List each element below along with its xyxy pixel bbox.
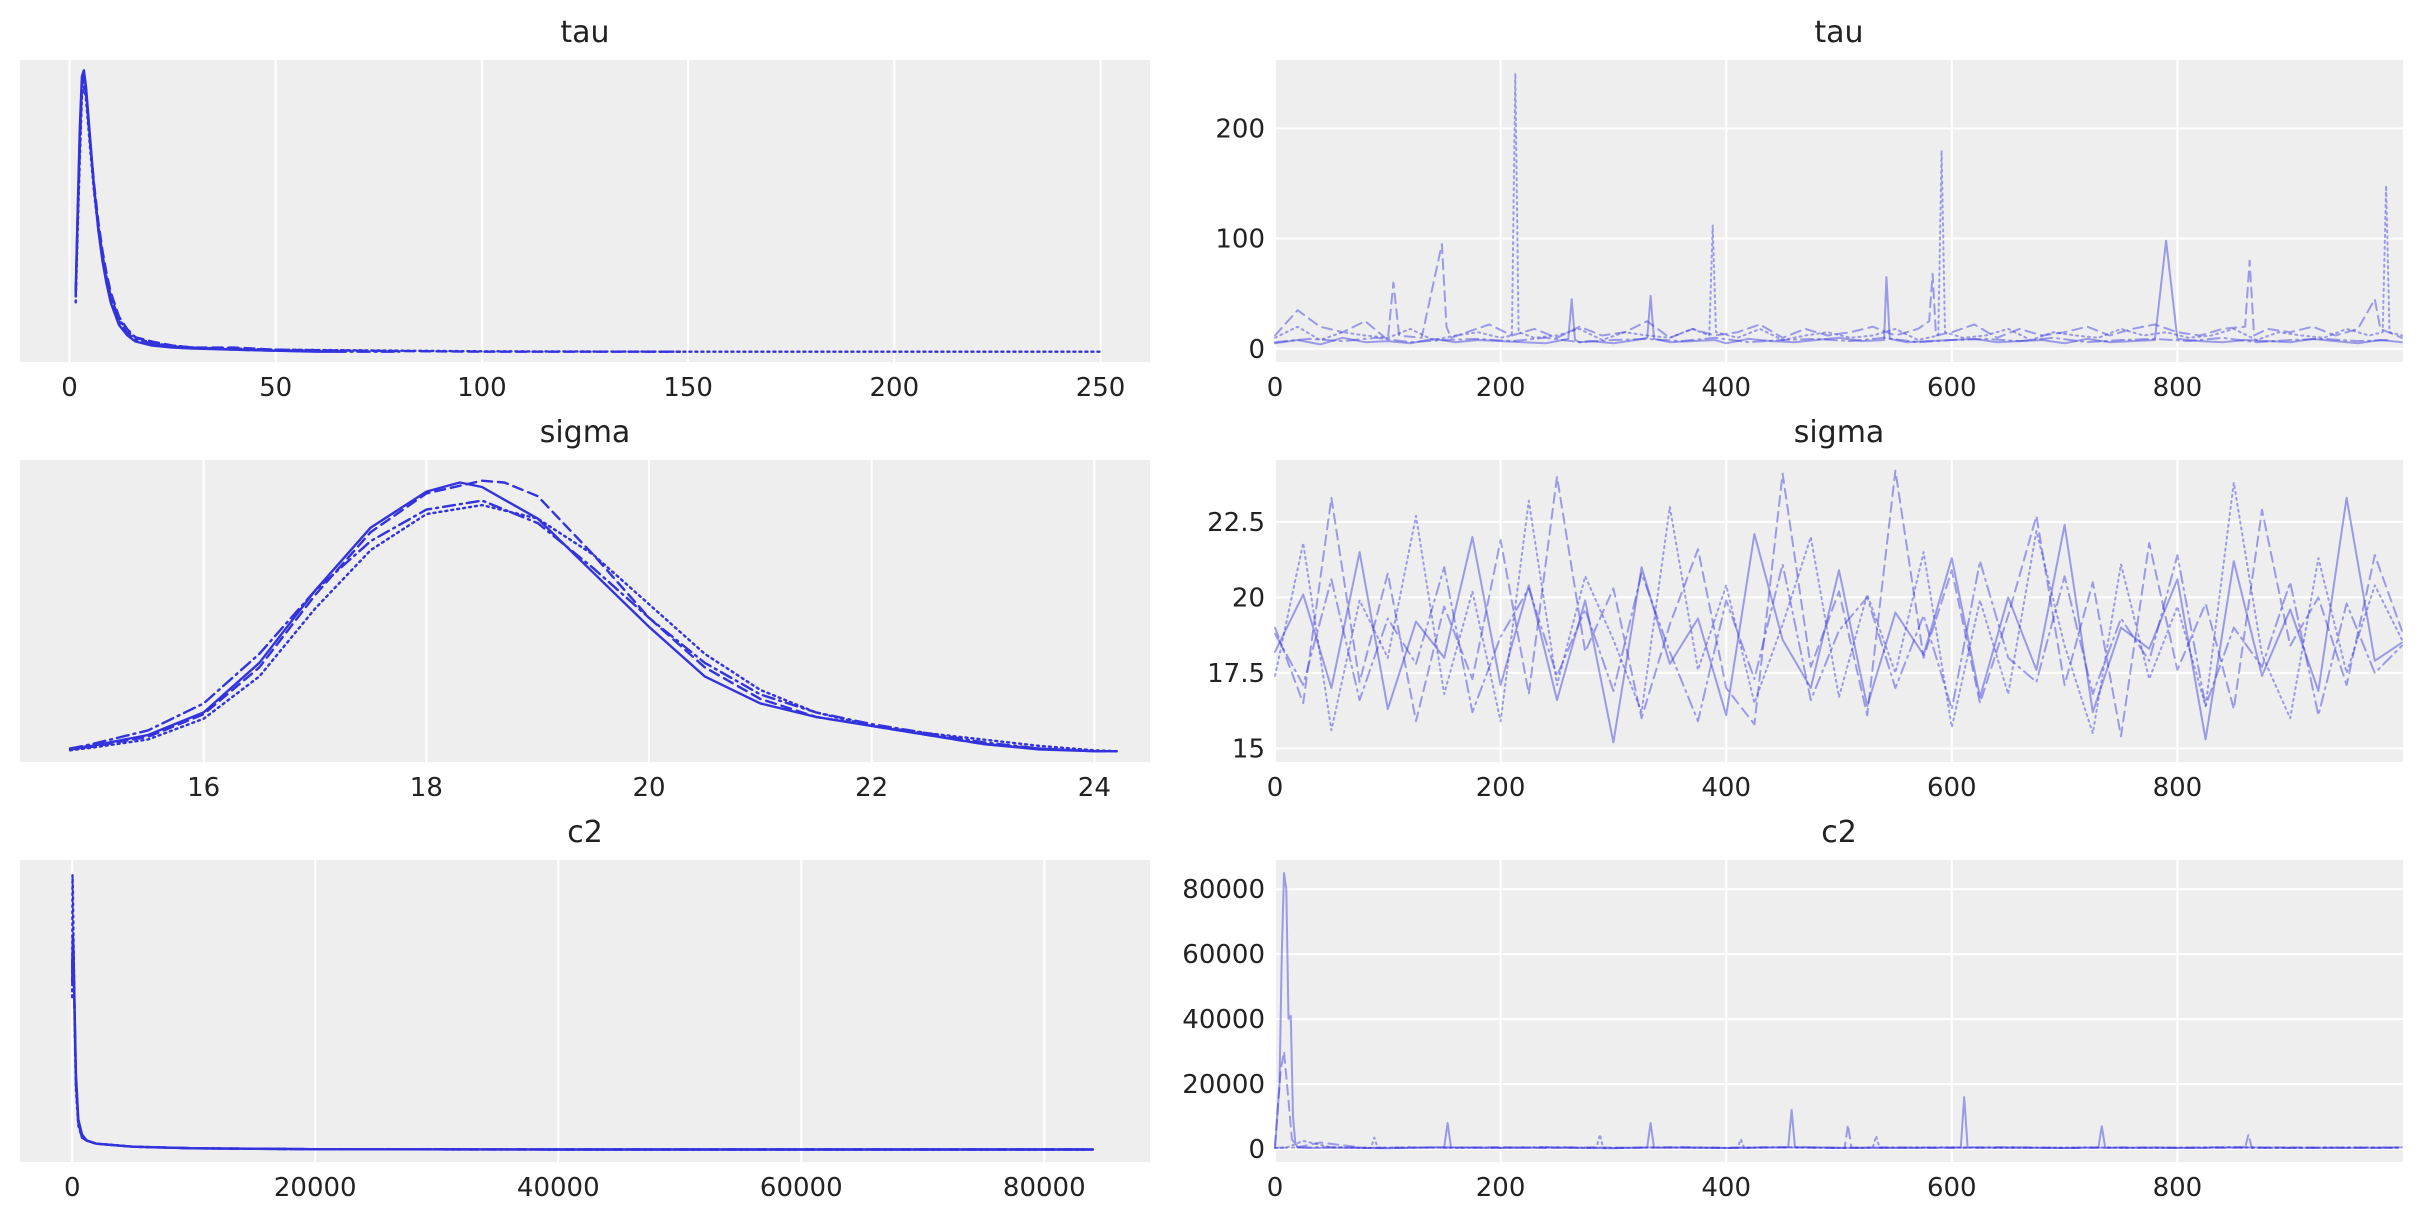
y-tick-label: 17.5: [1207, 659, 1265, 689]
panel-sigma-trace: sigma 0 200 400 600 800 15 17.5 20 22.5: [1207, 415, 2403, 803]
x-tick-label: 0: [64, 1173, 81, 1203]
series-line-dashdot: [1274, 554, 2403, 723]
x-tick-label: 20000: [274, 1173, 357, 1203]
x-tick-label: 0: [1267, 1173, 1284, 1203]
series-line-dashdot: [1274, 336, 2393, 344]
x-tick-label: 0: [61, 373, 78, 403]
x-tick-label: 20: [632, 773, 665, 803]
series-line-dashdot: [74, 73, 401, 353]
y-tick-label: 60000: [1182, 940, 1265, 970]
plot-area-sigma-trace: [1275, 460, 2403, 762]
x-tick-label: 22: [855, 773, 888, 803]
y-tick-label: 0: [1248, 335, 1265, 365]
series-line-dotted: [1274, 481, 2403, 735]
series-line-dashed: [1274, 1050, 2403, 1149]
x-tick-label: 100: [457, 373, 507, 403]
series-line-dashed: [68, 479, 1118, 753]
x-tick-label: 800: [2153, 1173, 2203, 1203]
plot-area-tau-density: [20, 60, 1150, 362]
series-line-solid: [1274, 872, 2403, 1150]
y-tick-label: 80000: [1182, 875, 1265, 905]
x-tick-label: 80000: [1003, 1173, 1086, 1203]
chart-layer: 0 200 400 600 800 0 100 200: [1215, 60, 2403, 403]
series-line-dotted: [1274, 1133, 2403, 1149]
x-tick-label: 400: [1701, 373, 1751, 403]
x-tick-label: 600: [1927, 1173, 1977, 1203]
series-line-dashed: [1274, 469, 2403, 738]
panel-sigma-density: sigma 16 18 20 22 24: [20, 415, 1150, 803]
series-line-dashdot: [68, 499, 1118, 753]
panel-title: tau: [1814, 15, 1863, 50]
y-tick-label: 22.5: [1207, 508, 1265, 538]
chart-layer: 0 200 400 600 800 15 17.5 20 22.5: [1207, 460, 2403, 803]
x-tick-label: 24: [1078, 773, 1111, 803]
x-tick-label: 0: [1267, 373, 1284, 403]
chart-layer: 16 18 20 22 24: [68, 460, 1118, 803]
y-tick-label: 0: [1248, 1135, 1265, 1165]
x-tick-label: 150: [663, 373, 713, 403]
y-tick-label: 200: [1215, 114, 1265, 144]
x-tick-label: 200: [1476, 773, 1526, 803]
panel-title: sigma: [540, 415, 631, 450]
series-line-dashed: [1274, 243, 2403, 341]
panel-c2-trace: c2 0 200 400 600 800 0 20000 40000 60000 80000: [1182, 815, 2403, 1203]
plot-area-tau-trace: [1275, 60, 2403, 362]
x-tick-label: 0: [1267, 773, 1284, 803]
panel-title: sigma: [1794, 415, 1885, 450]
x-tick-label: 16: [187, 773, 220, 803]
panel-title: tau: [560, 15, 609, 50]
series-line-dotted: [68, 503, 1118, 753]
x-tick-label: 200: [869, 373, 919, 403]
series-line-dotted: [70, 874, 1095, 1151]
x-tick-label: 40000: [517, 1173, 600, 1203]
chart-layer: 0 20000 40000 60000 80000: [64, 860, 1095, 1203]
x-tick-label: 400: [1701, 773, 1751, 803]
panel-tau-density: tau 0 50 100 150 200 250: [20, 15, 1150, 403]
x-tick-label: 60000: [760, 1173, 843, 1203]
y-tick-label: 20: [1232, 583, 1265, 613]
y-tick-label: 100: [1215, 225, 1265, 255]
y-tick-label: 20000: [1182, 1070, 1265, 1100]
chart-layer: 0 50 100 150 200 250: [61, 60, 1125, 403]
panel-title: c2: [567, 815, 603, 850]
series-line-dotted: [1274, 72, 2403, 341]
panel-tau-trace: tau 0 200 400 600 800 0 100 200: [1215, 15, 2403, 403]
panel-title: c2: [1821, 815, 1857, 850]
series-line-solid: [1274, 496, 2403, 744]
series-line-dashdot: [70, 935, 1095, 1151]
y-tick-label: 40000: [1182, 1005, 1265, 1035]
x-tick-label: 800: [2153, 773, 2203, 803]
plot-area-c2-density: [20, 860, 1150, 1162]
x-tick-label: 18: [410, 773, 443, 803]
x-tick-label: 250: [1076, 373, 1126, 403]
x-tick-label: 200: [1476, 1173, 1526, 1203]
x-tick-label: 600: [1927, 373, 1977, 403]
x-tick-label: 600: [1927, 773, 1977, 803]
x-tick-label: 200: [1476, 373, 1526, 403]
series-line-dashdot: [1274, 1146, 2403, 1149]
panel-c2-density: c2 0 20000 40000 60000 80000: [20, 815, 1150, 1203]
plot-area-c2-trace: [1275, 860, 2403, 1162]
x-tick-label: 400: [1701, 1173, 1751, 1203]
series-line-solid: [1274, 239, 2403, 346]
chart-layer: 0 200 400 600 800 0 20000 40000 60000 80000: [1182, 860, 2403, 1203]
plot-area-sigma-density: [20, 460, 1150, 762]
y-tick-label: 15: [1232, 734, 1265, 764]
x-tick-label: 50: [259, 373, 292, 403]
x-tick-label: 800: [2153, 373, 2203, 403]
